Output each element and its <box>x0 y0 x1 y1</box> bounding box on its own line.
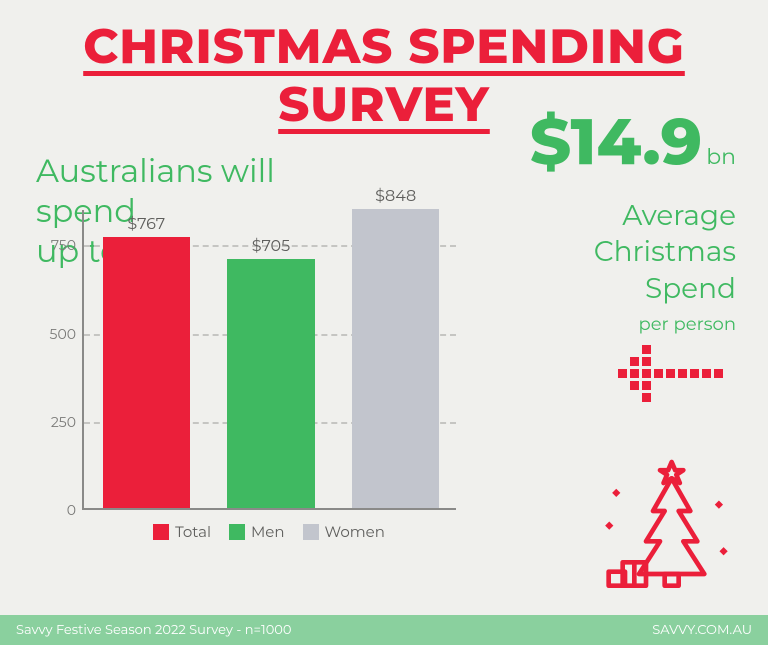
legend-label: Women <box>325 522 385 541</box>
headline-unit: bn <box>706 143 736 170</box>
legend-swatch <box>153 524 169 540</box>
bar-chart: 0 250 500 750 $767 $705 $848 Total Men Women <box>36 210 456 570</box>
bar-women: $848 <box>352 209 439 508</box>
avg-line-3: Spend <box>645 272 736 306</box>
headline-panel: $14.9bn Average Christmas Spend per pers… <box>466 110 736 335</box>
ytick-label: 750 <box>36 236 76 254</box>
bar-men: $705 <box>227 259 314 508</box>
footer: Savvy Festive Season 2022 Survey - n=100… <box>0 615 768 645</box>
legend-item-men: Men <box>229 522 285 541</box>
ytick-label: 0 <box>36 501 76 519</box>
ytick-label: 500 <box>36 325 76 343</box>
footer-left-text: Savvy Festive Season 2022 Survey - n=100… <box>16 622 292 638</box>
legend-label: Total <box>175 522 211 541</box>
headline-value: $14.9 <box>530 110 702 174</box>
bar-label: $705 <box>227 237 314 256</box>
christmas-tree-icon <box>590 455 730 595</box>
footer-right-text: SAVVY.COM.AU <box>652 622 752 638</box>
legend-swatch <box>229 524 245 540</box>
average-spend-text: Average Christmas Spend <box>466 198 736 307</box>
ytick-label: 250 <box>36 413 76 431</box>
avg-line-2: Christmas <box>594 235 736 269</box>
legend-label: Men <box>251 522 285 541</box>
legend-item-women: Women <box>303 522 385 541</box>
avg-line-1: Average <box>622 199 736 233</box>
legend-swatch <box>303 524 319 540</box>
bar-label: $767 <box>103 215 190 234</box>
chart-legend: Total Men Women <box>82 522 456 541</box>
bar-label: $848 <box>352 187 439 206</box>
per-person-text: per person <box>466 313 736 335</box>
legend-item-total: Total <box>153 522 211 541</box>
chart-plot: $767 $705 $848 <box>82 210 456 510</box>
bar-total: $767 <box>103 237 190 508</box>
